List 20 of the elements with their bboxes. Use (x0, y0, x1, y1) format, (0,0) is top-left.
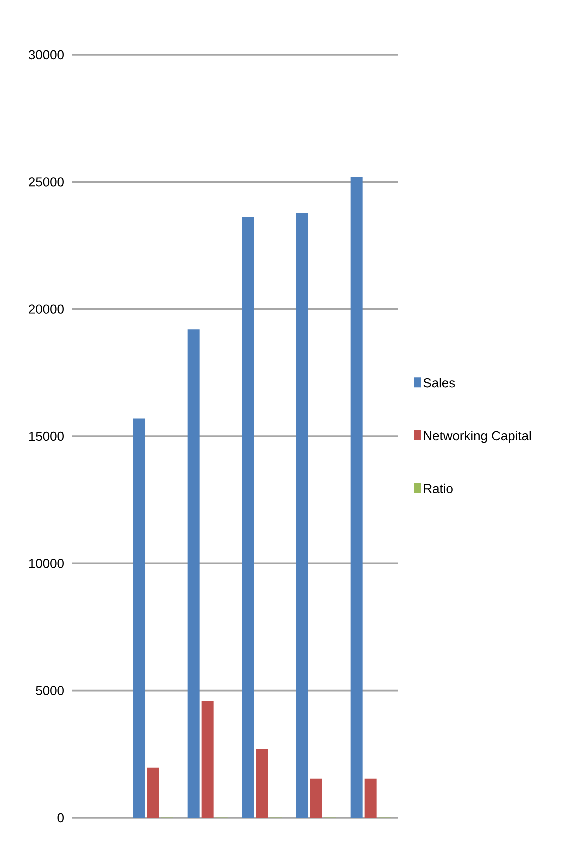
bar (256, 749, 268, 818)
bar (188, 330, 200, 818)
bar (242, 217, 254, 818)
bar (134, 418, 146, 818)
y-tick-label: 20000 (29, 304, 64, 314)
bar (364, 778, 377, 818)
y-tick-label: 0 (58, 813, 64, 823)
legend-label: Networking Capital (424, 431, 532, 444)
legend-label: Ratio (424, 484, 453, 494)
legend-label: Sales (424, 378, 456, 388)
y-tick-label: 25000 (29, 178, 64, 187)
y-tick-label: 15000 (29, 432, 64, 442)
bar (310, 778, 322, 818)
bar (296, 213, 309, 818)
y-tick-label: 10000 (29, 559, 64, 568)
bar (202, 701, 214, 818)
y-tick-label: 30000 (28, 50, 64, 60)
bar (350, 177, 363, 818)
bar (148, 768, 160, 818)
y-tick-label: 5000 (36, 686, 64, 696)
